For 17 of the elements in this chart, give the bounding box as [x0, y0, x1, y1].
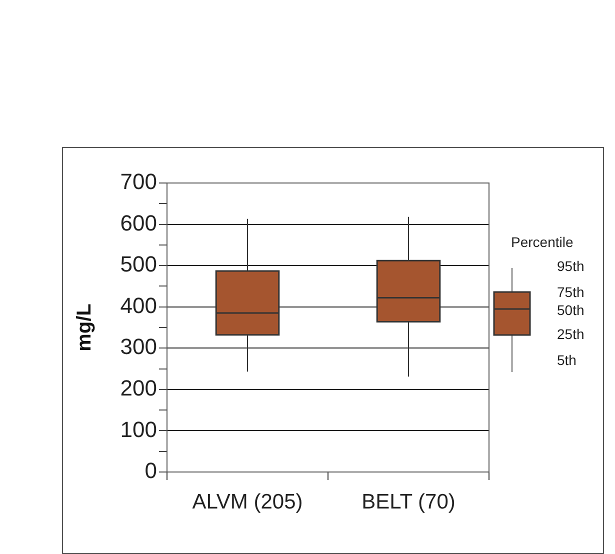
text: 25th	[557, 326, 584, 342]
y-tick-label: 300	[120, 334, 157, 360]
y-tick-label: 400	[120, 292, 157, 318]
y-tick-label: 0	[144, 458, 157, 484]
x-tick-label: BELT (70)	[362, 490, 456, 514]
y-tick-label: 700	[120, 169, 157, 194]
text: 5th	[557, 352, 576, 368]
text: 75th	[557, 284, 584, 300]
x-tick-label: ALVM (205)	[192, 490, 303, 514]
y-tick-label: 500	[120, 252, 157, 277]
text: 50th	[557, 302, 584, 318]
y-tick-label: 600	[120, 210, 157, 236]
y-tick-label: 200	[120, 375, 157, 400]
y-tick-label: 100	[120, 416, 157, 442]
legend-title: Percentile	[511, 234, 574, 250]
y-axis-title: mg/L	[74, 304, 96, 352]
text: 95th	[557, 258, 584, 274]
